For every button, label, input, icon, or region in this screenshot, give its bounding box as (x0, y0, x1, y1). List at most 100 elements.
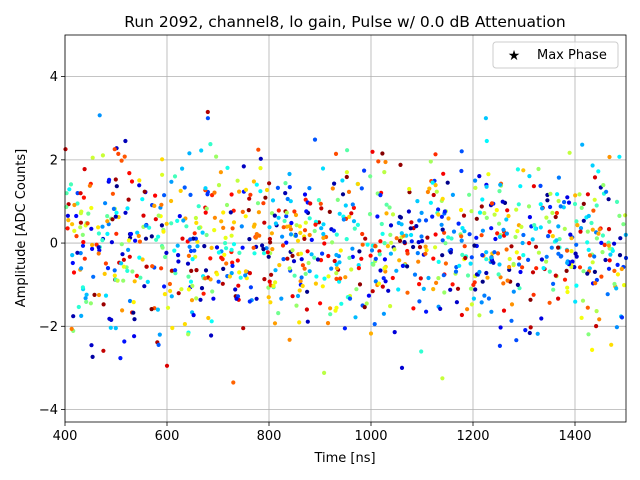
data-points (63, 109, 629, 385)
data-point (517, 256, 522, 261)
data-point (307, 269, 312, 274)
data-point (203, 276, 208, 281)
data-point (96, 292, 102, 298)
data-point (247, 237, 252, 242)
data-point (371, 262, 376, 267)
data-point (544, 254, 549, 259)
data-point (539, 316, 544, 321)
data-point (208, 256, 213, 261)
data-point (394, 268, 399, 273)
data-point (185, 261, 191, 266)
data-point (521, 253, 526, 258)
data-point (380, 284, 385, 289)
data-point (389, 240, 394, 245)
data-point (290, 253, 295, 258)
data-point (376, 159, 381, 164)
data-point (565, 248, 570, 253)
data-point (261, 251, 267, 256)
data-point (548, 191, 553, 196)
data-point (263, 195, 268, 200)
data-point (434, 189, 439, 194)
data-point (262, 220, 267, 225)
data-point (411, 306, 416, 311)
data-point (164, 221, 169, 226)
data-point (469, 255, 474, 260)
data-point (307, 186, 312, 191)
data-point (288, 227, 293, 232)
data-point (333, 151, 339, 156)
data-point (294, 303, 299, 308)
data-point (74, 213, 79, 219)
data-point (169, 294, 174, 299)
data-point (291, 259, 297, 264)
data-point (220, 257, 225, 262)
data-point (585, 192, 591, 197)
data-point (68, 182, 74, 187)
data-point (182, 185, 187, 190)
data-point (162, 193, 167, 198)
data-point (385, 244, 390, 249)
data-point (90, 354, 95, 359)
data-point (159, 223, 164, 228)
data-point (368, 253, 373, 258)
data-point (377, 252, 382, 257)
data-point (320, 251, 325, 256)
data-point (347, 296, 353, 301)
data-point (100, 224, 105, 229)
data-point (302, 228, 308, 233)
data-point (81, 240, 86, 245)
data-point (272, 321, 278, 326)
data-point (380, 151, 385, 156)
data-point (319, 226, 324, 231)
data-point (196, 204, 201, 209)
data-point (164, 250, 169, 255)
data-point (79, 313, 84, 318)
data-point (237, 250, 242, 255)
data-point (308, 201, 313, 206)
data-point (594, 236, 600, 241)
data-point (517, 286, 522, 291)
data-point (480, 279, 485, 284)
data-point (445, 180, 450, 185)
y-tick-label: 4 (50, 70, 58, 85)
data-point (497, 234, 502, 239)
data-point (428, 159, 433, 164)
data-point (412, 272, 418, 277)
data-point (534, 266, 539, 271)
data-point (463, 255, 468, 261)
data-point (126, 238, 131, 243)
data-point (202, 244, 207, 249)
data-point (328, 306, 333, 311)
data-point (78, 251, 83, 256)
data-point (376, 281, 382, 286)
data-point (382, 266, 387, 271)
data-point (236, 283, 241, 288)
data-point (511, 289, 516, 294)
data-point (483, 116, 488, 121)
data-point (298, 230, 303, 235)
data-point (212, 190, 217, 195)
data-point (255, 201, 261, 206)
data-point (167, 281, 172, 287)
data-point (594, 277, 600, 283)
data-point (258, 156, 263, 161)
data-point (370, 149, 375, 154)
data-point (258, 189, 263, 194)
data-point (546, 234, 551, 239)
data-point (78, 191, 83, 196)
data-point (205, 116, 210, 121)
data-point (599, 240, 604, 245)
data-point (449, 236, 454, 241)
data-point (120, 308, 125, 313)
data-point (170, 325, 175, 331)
data-point (399, 365, 405, 370)
data-point (614, 325, 620, 330)
data-point (441, 171, 446, 176)
data-point (504, 247, 509, 252)
data-point (194, 220, 199, 225)
data-point (370, 289, 375, 294)
data-point (343, 275, 348, 280)
data-point (590, 163, 595, 168)
data-point (100, 153, 105, 158)
data-point (457, 263, 462, 268)
